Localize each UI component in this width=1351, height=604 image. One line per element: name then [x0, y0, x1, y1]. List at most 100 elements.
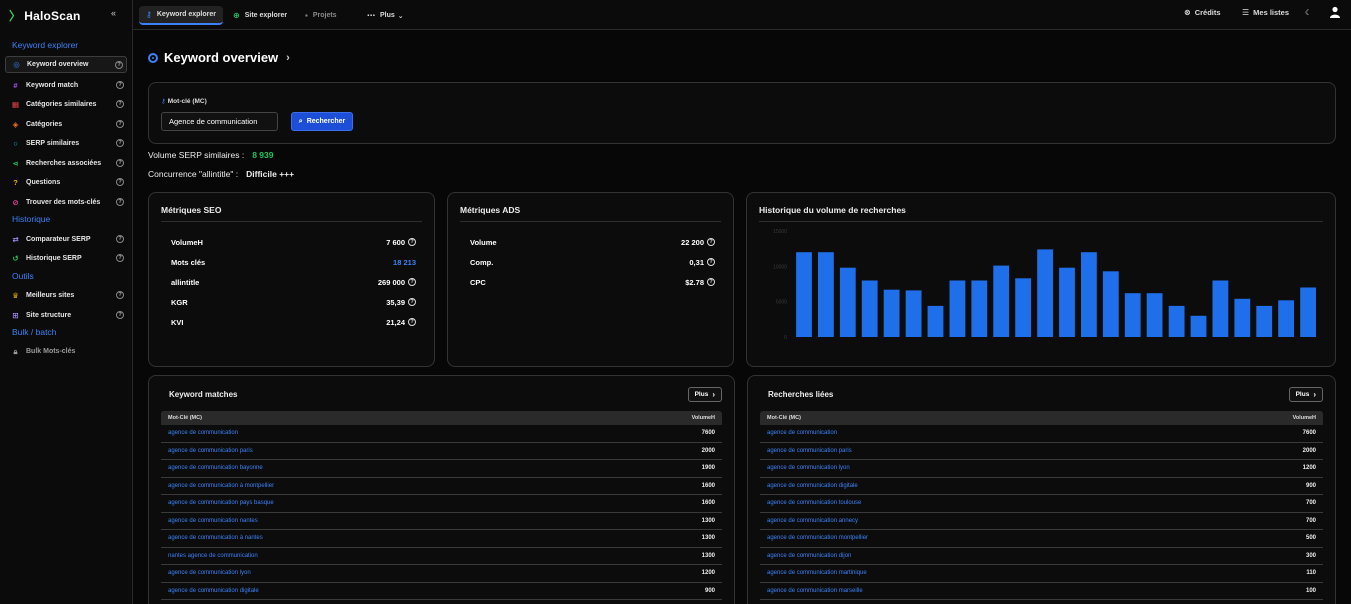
app-logo[interactable]: 〉 HaloScan — [9, 7, 81, 24]
chart-bar[interactable] — [883, 289, 900, 337]
column-header-volume[interactable]: VolumeH — [1292, 415, 1316, 421]
keyword-link[interactable]: agence de communication bayonne — [168, 465, 263, 472]
sidebar-item-keyword-match[interactable]: # Keyword match? — [5, 77, 127, 94]
keyword-link[interactable]: agence de communication digitale — [767, 482, 858, 489]
sidebar-item-keyword-overview[interactable]: ◎ Keyword overview? — [5, 56, 127, 73]
keyword-link[interactable]: agence de communication paris — [168, 447, 253, 454]
chart-bar[interactable] — [949, 280, 966, 338]
tab-site-explorer[interactable]: ⊕ Site explorer — [226, 6, 294, 25]
sidebar-item-questions[interactable]: ? Questions? — [5, 174, 127, 191]
help-icon[interactable]: ? — [116, 254, 124, 262]
chart-bar[interactable] — [1168, 305, 1185, 337]
chart-bar[interactable] — [993, 265, 1010, 337]
keyword-link[interactable]: agence de communication nantes — [168, 517, 258, 524]
tab-keyword-explorer[interactable]: ⚷ Keyword explorer — [139, 6, 223, 25]
column-header-volume[interactable]: VolumeH — [691, 415, 715, 421]
search-button[interactable]: ⌕ Rechercher — [291, 112, 353, 131]
sidebar-item-bulk-mots-cles[interactable]: 🔒︎ Bulk Mots-clés — [5, 343, 127, 360]
chart-bar[interactable] — [1256, 305, 1273, 337]
sidebar-item-comparateur-serp[interactable]: ⇄ Comparateur SERP? — [5, 231, 127, 248]
keyword-link[interactable]: agence de communication digitale — [168, 587, 259, 594]
help-icon[interactable]: ? — [707, 258, 715, 266]
keyword-link[interactable]: agence de communication à nantes — [168, 535, 263, 542]
chart-bar[interactable] — [1059, 267, 1075, 337]
credits-button[interactable]: ⊗ Crédits — [1184, 8, 1221, 17]
chart-bar[interactable] — [927, 305, 944, 337]
column-header-keyword[interactable]: Mot-Clé (MC) — [168, 415, 202, 421]
chart-bar[interactable] — [861, 280, 878, 338]
chart-bar[interactable] — [905, 290, 922, 337]
chart-bar[interactable] — [1278, 300, 1294, 337]
keyword-link[interactable]: agence de communication — [767, 430, 838, 437]
chart-bar[interactable] — [1081, 252, 1097, 337]
keyword-link[interactable]: agence de communication montpellier — [767, 535, 869, 542]
help-icon[interactable]: ? — [707, 278, 715, 286]
keyword-link[interactable]: agence de communication martinique — [767, 570, 867, 577]
help-icon[interactable]: ? — [116, 120, 124, 128]
collapse-sidebar-icon[interactable]: « — [111, 8, 117, 18]
chart-bar[interactable] — [1234, 298, 1251, 337]
chart-bar[interactable] — [1212, 280, 1229, 338]
help-icon[interactable]: ? — [116, 178, 124, 186]
keyword-link[interactable]: nantes agence de communication — [168, 552, 258, 559]
keyword-input[interactable] — [161, 112, 278, 131]
related-searches-plus-button[interactable]: Plus › — [1288, 387, 1323, 402]
chevron-right-icon[interactable]: › — [286, 51, 290, 64]
user-avatar-icon[interactable] — [1329, 6, 1341, 18]
help-icon[interactable]: ? — [707, 238, 715, 246]
help-icon[interactable]: ? — [408, 238, 416, 246]
keyword-link[interactable]: agence de communication annecy — [767, 517, 859, 524]
chart-bar[interactable] — [796, 252, 812, 337]
sidebar-item-site-structure[interactable]: ⊞ Site structure? — [5, 307, 127, 324]
sidebar-item-trouver-mots-cles[interactable]: ⊘ Trouver des mots-clés? — [5, 194, 127, 211]
keyword-link[interactable]: agence de communication dijon — [767, 552, 852, 559]
help-icon[interactable]: ? — [116, 100, 124, 108]
section-outils[interactable]: Outils — [12, 271, 34, 281]
theme-toggle-icon[interactable]: ☾ — [1305, 8, 1312, 17]
keyword-link[interactable]: agence de communication marseille — [767, 587, 863, 594]
tab-projets[interactable]: ▪ Projets — [298, 6, 344, 25]
chart-bar[interactable] — [1124, 293, 1141, 337]
help-icon[interactable]: ? — [116, 198, 124, 206]
sidebar-item-serp-similaires[interactable]: ○ SERP similaires? — [5, 135, 127, 152]
chart-bar[interactable] — [1102, 271, 1119, 337]
keyword-link[interactable]: agence de communication lyon — [767, 465, 850, 472]
sidebar-item-historique-serp[interactable]: ↺ Historique SERP? — [5, 250, 127, 267]
help-icon[interactable]: ? — [115, 61, 123, 69]
sidebar-item-recherches-associees[interactable]: ⋖ Recherches associées? — [5, 155, 127, 172]
section-historique[interactable]: Historique — [12, 214, 51, 224]
help-icon[interactable]: ? — [116, 291, 124, 299]
my-lists-button[interactable]: ☰ Mes listes — [1242, 8, 1289, 17]
chart-bar[interactable] — [1015, 278, 1031, 337]
chart-bar[interactable] — [1037, 249, 1053, 337]
keyword-matches-plus-button[interactable]: Plus › — [687, 387, 722, 402]
keyword-link[interactable]: agence de communication pays basque — [168, 500, 274, 507]
chart-bar[interactable] — [1146, 293, 1163, 337]
help-icon[interactable]: ? — [408, 278, 416, 286]
section-keyword-explorer[interactable]: Keyword explorer — [12, 40, 79, 50]
sidebar-item-categories-similaires[interactable]: ▦ Catégories similaires? — [5, 96, 127, 113]
chart-bar[interactable] — [818, 252, 834, 337]
sidebar-item-meilleurs-sites[interactable]: ♛ Meilleurs sites? — [5, 287, 127, 304]
chart-bar[interactable] — [1190, 315, 1207, 337]
chart-bar[interactable] — [971, 280, 988, 338]
keyword-link[interactable]: agence de communication à montpellier — [168, 482, 275, 489]
help-icon[interactable]: ? — [116, 235, 124, 243]
help-icon[interactable]: ? — [408, 298, 416, 306]
sidebar-item-categories[interactable]: ◈ Catégories? — [5, 116, 127, 133]
tab-plus[interactable]: ⋯ Plus ⌄ — [360, 6, 411, 25]
help-icon[interactable]: ? — [408, 318, 416, 326]
metric-value-link[interactable]: 18 213 — [393, 257, 416, 267]
keyword-link[interactable]: agence de communication toulouse — [767, 500, 862, 507]
chart-bar[interactable] — [1300, 287, 1316, 338]
help-icon[interactable]: ? — [116, 311, 124, 319]
help-icon[interactable]: ? — [116, 159, 124, 167]
help-icon[interactable]: ? — [116, 139, 124, 147]
chart-bar[interactable] — [839, 267, 856, 337]
keyword-link[interactable]: agence de communication paris — [767, 447, 852, 454]
keyword-link[interactable]: agence de communication lyon — [168, 570, 251, 577]
keyword-link[interactable]: agence de communication — [168, 430, 239, 437]
help-icon[interactable]: ? — [116, 81, 124, 89]
section-bulk-batch[interactable]: Bulk / batch — [12, 327, 57, 337]
column-header-keyword[interactable]: Mot-Clé (MC) — [767, 415, 801, 421]
